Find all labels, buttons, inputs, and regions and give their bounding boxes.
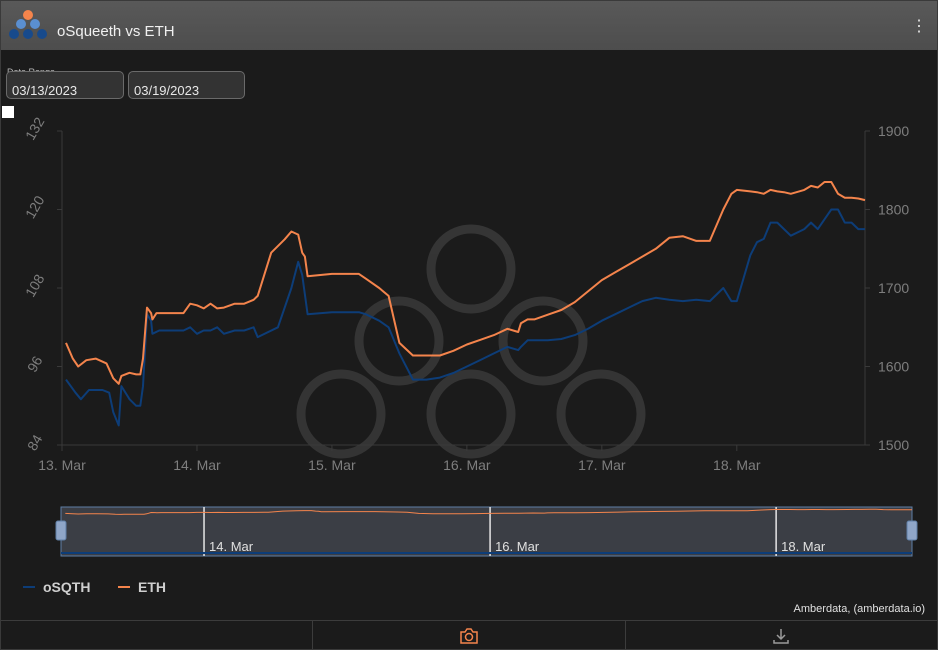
navigator-tick-label: 18. Mar bbox=[781, 539, 826, 554]
x-tick-label: 17. Mar bbox=[578, 457, 626, 473]
x-tick-label: 16. Mar bbox=[443, 457, 491, 473]
x-tick-label: 15. Mar bbox=[308, 457, 356, 473]
legend-item-eth[interactable]: ETH bbox=[118, 579, 166, 595]
x-tick-label: 13. Mar bbox=[38, 457, 86, 473]
y-right-tick-label: 1900 bbox=[878, 123, 909, 139]
widget-title: oSqueeth vs ETH bbox=[57, 23, 175, 40]
camera-icon bbox=[460, 627, 478, 644]
screenshot-button[interactable] bbox=[313, 621, 626, 649]
navigator[interactable]: 14. Mar 16. Mar 18. Mar bbox=[55, 506, 918, 557]
kebab-menu-icon[interactable]: ⋮ bbox=[911, 18, 927, 35]
legend-label-eth: ETH bbox=[138, 579, 166, 595]
navigator-handle-left[interactable] bbox=[55, 520, 67, 541]
line-chart: 84 96 108 120 132 1500 1600 1700 1800 1900 13. Mar… bbox=[22, 114, 918, 557]
amberdata-logo-icon bbox=[9, 10, 47, 39]
navigator-tick-label: 14. Mar bbox=[209, 539, 254, 554]
y-right-tick-label: 1500 bbox=[878, 437, 909, 453]
y-right-tick-label: 1800 bbox=[878, 202, 909, 218]
widget-footer bbox=[1, 620, 937, 649]
x-tick-label: 14. Mar bbox=[173, 457, 221, 473]
navigator-handle-right[interactable] bbox=[906, 520, 918, 541]
start-date-input[interactable]: 03/13/2023 bbox=[6, 71, 124, 99]
legend-label-osqth: oSQTH bbox=[43, 579, 91, 595]
osqth-swatch bbox=[23, 586, 35, 588]
series-line-eth[interactable] bbox=[65, 181, 866, 385]
navigator-tick-label: 16. Mar bbox=[495, 539, 540, 554]
y-right-tick-label: 1700 bbox=[878, 280, 909, 296]
download-icon bbox=[773, 628, 790, 644]
series-toggle-checkbox[interactable] bbox=[2, 106, 14, 118]
y-right-tick-label: 1600 bbox=[878, 359, 909, 375]
x-tick-label: 18. Mar bbox=[713, 457, 761, 473]
legend-item-osqth[interactable]: oSQTH bbox=[23, 579, 90, 595]
navigator-selection[interactable] bbox=[60, 506, 913, 557]
eth-swatch bbox=[118, 586, 130, 588]
y-left-tick-label: 120 bbox=[22, 193, 48, 221]
y-left-tick-label: 84 bbox=[24, 432, 46, 454]
series-line-osqth[interactable] bbox=[65, 208, 865, 427]
y-left-tick-label: 108 bbox=[22, 271, 48, 299]
amberdata-watermark-icon bbox=[296, 224, 646, 459]
navigator-series-eth bbox=[65, 508, 913, 515]
footer-empty-cell bbox=[1, 621, 314, 649]
download-button[interactable] bbox=[626, 621, 937, 649]
credits-link[interactable]: Amberdata, (amberdata.io) bbox=[793, 603, 925, 615]
y-left-tick-label: 132 bbox=[22, 114, 48, 142]
widget-header: oSqueeth vs ETH ⋮ bbox=[1, 1, 937, 50]
end-date-input[interactable]: 03/19/2023 bbox=[128, 71, 245, 99]
y-left-tick-label: 96 bbox=[24, 353, 46, 375]
